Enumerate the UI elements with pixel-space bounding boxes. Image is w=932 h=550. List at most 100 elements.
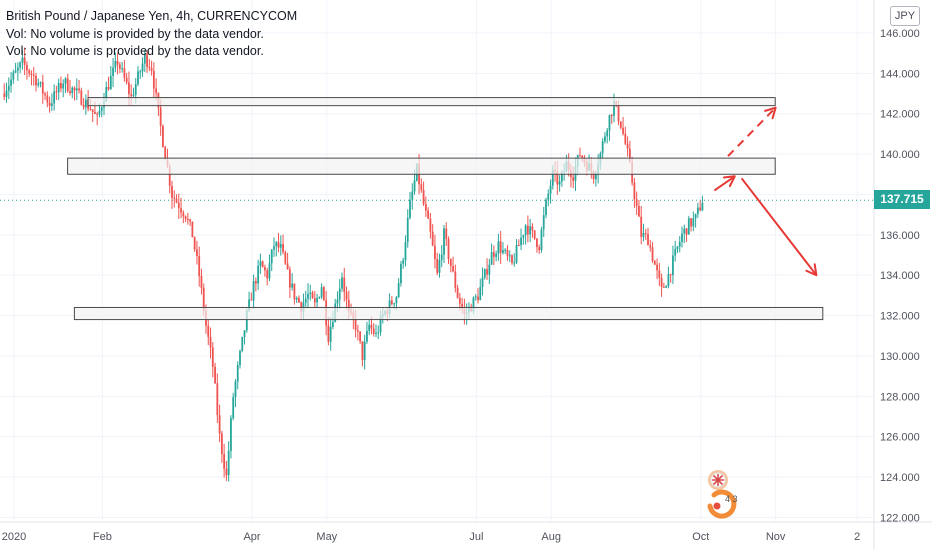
candle-body — [286, 263, 289, 270]
candle-body — [669, 274, 672, 276]
candle-body — [665, 286, 668, 288]
candle-body — [168, 166, 171, 186]
candle-body — [300, 302, 303, 312]
candle-body — [107, 86, 110, 90]
candle-body — [10, 79, 12, 86]
candle-body — [549, 185, 552, 194]
grid — [0, 0, 874, 522]
candle-body — [243, 330, 246, 337]
candle-body — [268, 263, 271, 279]
candle-body — [336, 299, 339, 304]
candle-body — [424, 204, 427, 211]
candle-body — [556, 171, 559, 185]
x-tick-label: Nov — [766, 531, 786, 543]
x-tick-label: May — [316, 531, 337, 543]
zone-rect-1 — [87, 97, 776, 107]
candle-body — [345, 291, 348, 300]
candle-body — [497, 241, 500, 254]
volume-note-2: Vol: No volume is provided by the data v… — [6, 44, 264, 58]
candles — [3, 47, 704, 482]
candle-body — [429, 218, 432, 232]
candle-body — [572, 177, 575, 181]
candle-body — [511, 255, 513, 263]
candle-body — [5, 90, 8, 97]
candle-body — [390, 300, 393, 305]
candle-body — [443, 228, 445, 255]
candle-body — [48, 102, 51, 106]
candle-body — [125, 77, 128, 83]
candle-body — [196, 249, 198, 257]
candle-body — [121, 68, 124, 70]
candle-body — [28, 70, 31, 74]
candle-body — [685, 228, 688, 235]
candle-body — [610, 115, 613, 117]
candle-body — [89, 108, 92, 110]
candle-body — [14, 70, 17, 73]
candle-body — [12, 72, 15, 80]
candle-body — [361, 341, 364, 360]
candle-body — [604, 136, 606, 142]
candle-body — [162, 125, 164, 147]
candle-body — [692, 218, 695, 227]
candle-body — [116, 60, 119, 65]
candle-body — [529, 226, 532, 235]
candle-body — [227, 450, 230, 476]
candle-body — [517, 245, 520, 247]
y-tick-label: 132.000 — [880, 311, 920, 323]
candle-body — [293, 283, 296, 300]
candle-body — [232, 397, 235, 419]
candle-body — [454, 271, 457, 288]
y-tick-label: 134.000 — [880, 270, 920, 282]
candle-body — [506, 249, 509, 256]
chart-legend: British Pound / Japanese Yen, 4h, CURREN… — [6, 8, 297, 61]
candle-body — [536, 238, 538, 248]
candle-body — [601, 141, 604, 154]
candle-body — [495, 253, 498, 257]
candle-body — [130, 94, 133, 96]
candle-body — [681, 233, 683, 242]
candle-body — [440, 254, 443, 260]
candle-body — [307, 293, 309, 299]
zone-rect-3 — [73, 306, 824, 321]
candle-body — [309, 292, 312, 294]
candle-body — [214, 366, 216, 384]
candle-body — [173, 197, 176, 199]
candle-body — [245, 310, 248, 331]
x-tick-label: Oct — [692, 531, 709, 543]
candle-body — [393, 303, 396, 305]
candle-body — [21, 57, 24, 63]
candle-body — [291, 283, 294, 288]
candle-body — [66, 78, 69, 92]
candle-body — [420, 184, 423, 191]
candle-body — [579, 155, 581, 157]
candle-body — [39, 82, 42, 84]
candle-body — [141, 63, 144, 72]
candle-body — [356, 330, 359, 332]
candle-body — [354, 319, 357, 331]
candle-body — [368, 324, 371, 331]
candle-body — [318, 297, 321, 299]
candle-body — [282, 244, 284, 253]
candle-body — [114, 60, 117, 68]
candle-body — [628, 148, 631, 162]
candle-body — [551, 169, 554, 186]
candle-body — [200, 276, 203, 288]
candle-body — [35, 75, 37, 86]
candle-body — [343, 277, 346, 292]
candle-body — [230, 418, 232, 451]
candle-body — [397, 283, 400, 298]
candle-body — [239, 350, 241, 366]
candle-body — [94, 111, 96, 114]
currency-button[interactable]: JPY — [890, 6, 920, 26]
candle-body — [137, 71, 139, 85]
y-tick-label: 124.000 — [880, 472, 920, 484]
candle-body — [372, 328, 375, 334]
candle-body — [522, 235, 525, 238]
candle-body — [347, 299, 350, 312]
candle-body — [288, 269, 291, 288]
candle-body — [662, 286, 665, 288]
candle-body — [241, 336, 244, 351]
candle-body — [642, 233, 645, 237]
